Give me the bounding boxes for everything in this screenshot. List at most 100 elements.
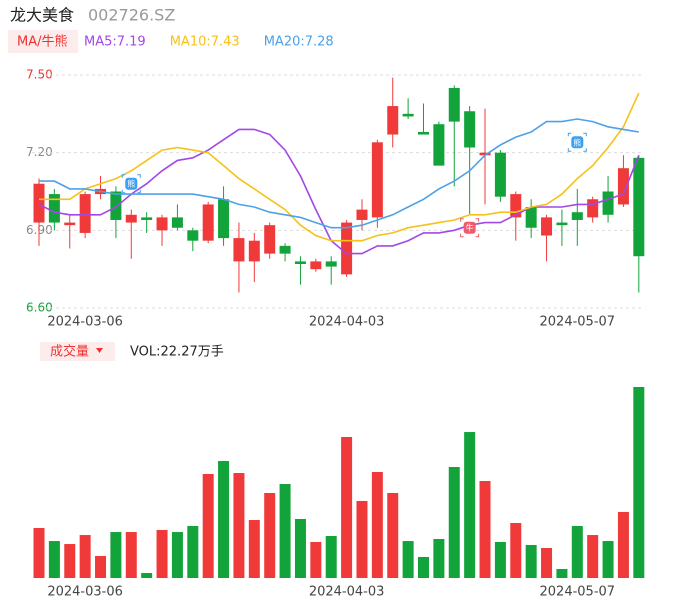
volume-bar (525, 544, 537, 578)
volume-bar (341, 437, 353, 578)
signal-bracket (567, 132, 587, 152)
indicator-button[interactable]: MA/牛熊 (17, 34, 68, 50)
volume-bar (433, 538, 445, 578)
volume-bar (464, 432, 476, 578)
candle-body (79, 194, 91, 233)
candle-body (556, 222, 568, 226)
candle-body (479, 152, 491, 156)
volume-bar (571, 526, 583, 578)
volume-bar (387, 493, 399, 578)
candle-body (171, 217, 183, 228)
candle-body (233, 238, 245, 262)
volume-bar (371, 471, 383, 578)
volume-bar (402, 541, 414, 578)
volume-bar (556, 568, 568, 578)
volume-button[interactable]: 成交量 (50, 344, 89, 360)
volume-bar (479, 480, 491, 578)
x-tick-label: 2024-03-06 (47, 315, 123, 330)
legend-entry: MA10:7.43 (170, 35, 240, 50)
volume-bar (633, 387, 645, 578)
volume-bar (587, 535, 599, 578)
candle-body (541, 217, 553, 236)
volume-bar (325, 535, 337, 578)
volume-button-bg[interactable] (40, 342, 115, 361)
x-tick-label: 2024-04-03 (309, 315, 385, 330)
signal-bracket (460, 218, 480, 238)
candle-body (510, 194, 522, 218)
volume-bar (79, 535, 91, 578)
signal-label: 牛 (466, 223, 474, 233)
signal-badge (125, 177, 138, 190)
volume-bar (617, 511, 629, 578)
candle-body (156, 217, 168, 231)
ma-line (38, 128, 640, 255)
x-tick-label: 2024-05-07 (540, 315, 616, 330)
x-tick-label: 2024-05-07 (540, 585, 616, 600)
candle-body (602, 191, 614, 215)
candle-body (248, 240, 260, 262)
volume-bar (494, 541, 506, 578)
volume-bar (33, 527, 45, 578)
volume-bar (171, 532, 183, 578)
candle-body (202, 204, 214, 241)
volume-bar (279, 484, 291, 578)
volume-bar (110, 532, 122, 578)
volume-bar (418, 556, 429, 578)
volume-bar (510, 523, 522, 578)
volume-bar (95, 555, 107, 578)
signal-bracket (121, 174, 141, 194)
candle-body (387, 106, 399, 135)
candle-body (464, 111, 476, 148)
candle-body (48, 194, 60, 223)
candle-body (218, 199, 230, 239)
stock-name: 龙大美食 (10, 6, 74, 25)
volume-bar (248, 520, 260, 578)
volume-bar (233, 473, 245, 578)
volume-bar (541, 547, 553, 578)
candle-body (402, 113, 414, 117)
volume-bar (602, 541, 614, 578)
candle-body (494, 152, 506, 197)
volume-bar (448, 467, 460, 578)
x-tick-label: 2024-03-06 (47, 585, 123, 600)
volume-bar (310, 541, 322, 578)
candle-body (341, 222, 353, 275)
candle-body (294, 261, 306, 264)
candle-body (371, 142, 383, 218)
candle-body (125, 214, 137, 223)
legend-entry: MA5:7.19 (84, 35, 146, 50)
volume-bar (156, 529, 168, 578)
volume-annotation: VOL:22.27万手 (130, 345, 224, 360)
candle-body (310, 261, 322, 270)
volume-bar (187, 526, 199, 578)
candle-body (525, 207, 537, 228)
ma-line (39, 118, 639, 229)
volume-bar (141, 573, 153, 578)
stock-code: 002726.SZ (88, 6, 175, 25)
candle-body (264, 225, 276, 254)
candle-body (356, 209, 368, 220)
volume-bar (218, 461, 230, 578)
candle-body (325, 261, 337, 267)
candle-body (110, 191, 122, 220)
ma-line (39, 92, 640, 242)
signal-label: 熊 (127, 179, 135, 189)
indicator-button-bg[interactable] (8, 30, 78, 53)
candle-body (33, 183, 45, 223)
volume-bar (125, 532, 137, 578)
x-tick-label: 2024-04-03 (309, 585, 385, 600)
signal-badge (571, 136, 584, 149)
volume-bar (202, 473, 214, 578)
signal-label: 熊 (573, 137, 581, 147)
candle-body (448, 87, 460, 122)
dropdown-arrow[interactable] (96, 348, 103, 353)
candle-body (433, 124, 445, 166)
volume-bar (294, 518, 306, 578)
candle-body (617, 168, 629, 205)
candle-body (633, 157, 645, 257)
candle-body (141, 217, 153, 220)
candle-body (187, 230, 199, 241)
volume-bar (48, 541, 60, 578)
